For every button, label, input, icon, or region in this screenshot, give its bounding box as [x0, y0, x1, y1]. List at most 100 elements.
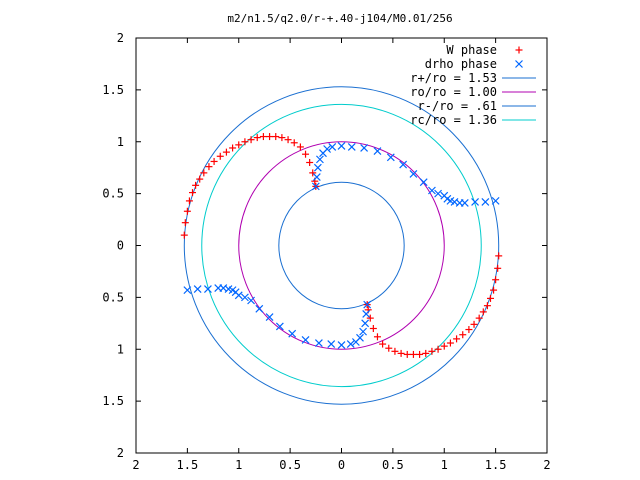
x-tick-label: 1.5: [485, 458, 507, 472]
w-phase-point: [189, 189, 197, 197]
drho-phase-point: [313, 163, 322, 172]
x-tick-label: 0.5: [279, 458, 301, 472]
legend-label: W phase: [446, 43, 497, 57]
w-phase-point: [391, 347, 399, 355]
w-phase-point: [494, 264, 502, 272]
w-phase-point: [180, 231, 188, 239]
w-phase-point: [200, 169, 208, 177]
drho-phase-point: [265, 313, 274, 322]
drho-phase-point: [323, 145, 332, 153]
w-phase-point: [495, 252, 503, 260]
y-tick-label: 0.5: [102, 290, 124, 304]
w-phase-point: [266, 133, 274, 141]
w-phase-point: [247, 136, 255, 144]
w-phase-point: [366, 314, 374, 322]
w-phase-point: [185, 197, 193, 205]
w-phase-point: [465, 326, 473, 334]
legend-label: rc/ro = 1.36: [410, 113, 497, 127]
drho-phase-point: [347, 143, 356, 151]
drho-phase-point: [363, 300, 372, 309]
drho-phase-point: [386, 153, 395, 162]
w-phase-point: [428, 347, 436, 355]
x-tick-label: 1: [235, 458, 242, 472]
w-phase-point: [241, 138, 249, 146]
legend-swatch: [515, 60, 523, 68]
w-phase-point: [181, 219, 189, 227]
drho-phase-point: [481, 198, 490, 206]
drho-phase-point: [193, 285, 202, 293]
drho-phase-point: [361, 319, 370, 328]
w-phase-point: [492, 276, 500, 284]
drho-phase-point: [346, 340, 355, 348]
y-tick-label: 2: [117, 31, 124, 45]
w-phase-point: [479, 308, 487, 316]
w-phase-point: [440, 342, 448, 350]
drho-phase-point: [362, 310, 371, 318]
w-phase-point: [216, 152, 224, 160]
drho-phase-point: [373, 147, 382, 156]
w-phase-point: [222, 148, 230, 156]
w-phase-point: [290, 139, 298, 147]
w-phase-point: [253, 134, 261, 142]
drho-phase-point: [427, 186, 436, 195]
legend-label: r+/ro = 1.53: [410, 71, 497, 85]
reference-circles: [183, 86, 500, 405]
drho-phase-point: [419, 178, 428, 187]
w-phase-point: [490, 286, 498, 294]
w-phase-point: [302, 150, 310, 158]
w-phase-point: [403, 350, 411, 358]
y-tick-label: 2: [117, 446, 124, 460]
drho-phase-point: [351, 338, 360, 346]
drho-phase-point: [360, 144, 369, 152]
y-tick-label: 0.5: [102, 187, 124, 201]
drho-phase-point: [337, 341, 346, 350]
w-phase-point: [422, 349, 430, 357]
drho-phase-point: [247, 296, 256, 305]
reference-circle-3: [278, 181, 405, 310]
w-phase-point: [409, 350, 417, 358]
w-phase-point: [397, 349, 405, 357]
drho-phase-point: [275, 322, 284, 331]
drho-phase-point: [314, 339, 323, 347]
x-tick-label: 1: [441, 458, 448, 472]
x-tick-label: 1.5: [177, 458, 199, 472]
reference-circle-1: [183, 86, 500, 405]
w-phase-point: [483, 302, 491, 310]
drho-phase-point: [312, 173, 321, 181]
drho-phase-point: [359, 327, 368, 336]
w-phase-point: [306, 159, 314, 166]
w-phase-point: [259, 133, 267, 141]
w-phase-point: [192, 181, 200, 189]
w-phase-point: [369, 325, 377, 332]
w-phase-point: [385, 344, 393, 352]
reference-circle-2: [238, 141, 445, 350]
w-phase-point: [453, 335, 461, 343]
w-phase-point: [235, 141, 243, 149]
drho-phase-point: [327, 340, 336, 348]
x-tick-label: 2: [132, 458, 139, 472]
w-phase-point: [459, 331, 467, 339]
w-phase-point: [434, 345, 442, 353]
w-phase-point: [309, 169, 317, 177]
drho-phase-point: [240, 293, 249, 302]
drho-phase-point: [399, 160, 408, 169]
legend-label: ro/ro = 1.00: [410, 85, 497, 99]
w-phase-point: [296, 143, 304, 151]
w-phase-point: [205, 163, 213, 171]
data-points: [180, 133, 503, 358]
drho-phase-point: [288, 329, 297, 338]
legend-label: r-/ro = .61: [418, 99, 497, 113]
x-tick-label: 0: [338, 458, 345, 472]
x-tick-label: 2: [543, 458, 550, 472]
y-tick-label: 1: [117, 135, 124, 149]
y-tick-label: 0: [117, 239, 124, 253]
drho-phase-point: [204, 285, 212, 293]
drho-phase-point: [183, 286, 192, 295]
w-phase-point: [470, 320, 478, 328]
w-phase-point: [379, 340, 387, 348]
drho-phase-point: [460, 199, 469, 207]
x-tick-label: 0.5: [382, 458, 404, 472]
w-phase-point: [229, 144, 237, 152]
legend-swatch: [515, 46, 523, 54]
